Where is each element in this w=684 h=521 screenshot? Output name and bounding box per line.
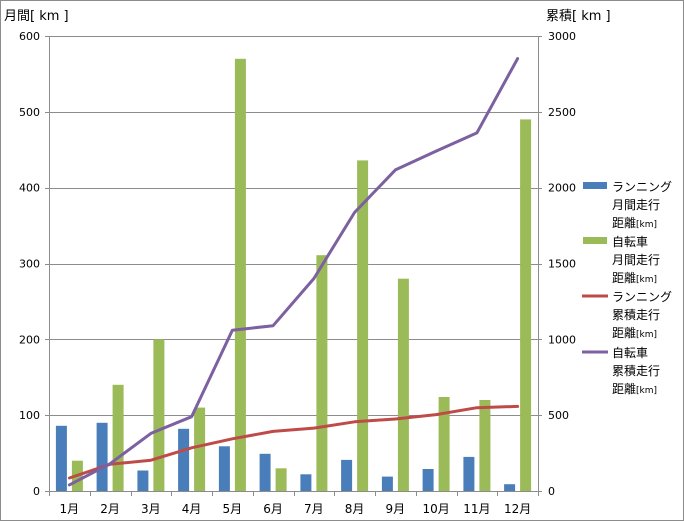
x-tick-label: 12月	[504, 502, 531, 516]
legend-label: 自転車	[612, 235, 648, 249]
right-tick-label: 3000	[548, 30, 576, 43]
bar	[153, 339, 165, 491]
right-tick-label: 1500	[548, 258, 576, 271]
bar	[218, 446, 230, 491]
left-tick-label: 0	[33, 485, 40, 498]
x-tick-label: 10月	[422, 502, 449, 516]
x-tick-label: 2月	[100, 502, 120, 516]
bar	[96, 422, 108, 492]
bar	[194, 407, 206, 491]
bar	[178, 428, 190, 491]
bar	[479, 400, 491, 491]
right-tick-label: 500	[548, 409, 569, 422]
left-tick-label: 600	[19, 30, 40, 43]
right-axis-ticks: 0 500 1000 1500 2000 2500 3000	[548, 30, 576, 498]
right-tick-label: 2000	[548, 182, 576, 195]
left-axis-ticks: 0 100 200 300 400 500 600	[19, 30, 40, 498]
bar	[381, 476, 393, 491]
x-tick-label: 9月	[386, 502, 406, 516]
left-tick-label: 100	[19, 409, 40, 422]
right-tick-label: 2500	[548, 106, 576, 119]
bar	[422, 469, 434, 491]
bar	[55, 425, 67, 491]
bar	[137, 470, 149, 491]
series-line	[67, 404, 520, 480]
legend-label: 自転車	[612, 346, 648, 360]
bar	[520, 119, 532, 492]
x-tick-label: 11月	[463, 502, 490, 516]
x-tick-label: 3月	[141, 502, 161, 516]
legend-label: 月間走行	[612, 253, 660, 267]
bar	[357, 160, 369, 491]
x-axis-ticks: 1月 2月 3月 4月 5月 6月 7月 8月 9月 10月 11月 12月	[60, 502, 532, 516]
legend-label: 距離[km]	[612, 271, 657, 285]
right-tick-label: 1000	[548, 333, 576, 346]
bar	[112, 384, 124, 491]
x-tick-label: 7月	[304, 502, 324, 516]
legend-label: 距離[km]	[612, 216, 657, 230]
right-axis-title: 累積[ km ]	[546, 9, 611, 24]
legend-bar-swatch	[583, 237, 607, 244]
bar	[397, 278, 409, 491]
bar	[300, 474, 312, 491]
bar	[504, 484, 516, 491]
bar	[275, 468, 287, 492]
bar	[234, 58, 246, 492]
bar	[463, 456, 475, 491]
left-tick-label: 200	[19, 333, 40, 346]
bars	[55, 58, 532, 492]
x-tick-label: 8月	[345, 502, 365, 516]
legend-label: 距離[km]	[612, 382, 657, 396]
legend-label: 累積走行	[612, 363, 660, 378]
legend-label: ランニング	[612, 180, 672, 194]
x-tick-label: 1月	[60, 502, 80, 516]
lines	[67, 57, 520, 487]
left-tick-label: 400	[19, 182, 40, 195]
legend-label: 月間走行	[612, 198, 660, 212]
axes	[45, 36, 542, 496]
bar	[341, 459, 353, 491]
legend-label: 累積走行	[612, 307, 660, 322]
legend-label: 距離[km]	[612, 326, 657, 340]
legend: ランニング月間走行距離[km]自転車月間走行距離[km]ランニング累積走行距離[…	[582, 180, 672, 396]
bar	[259, 453, 271, 491]
x-tick-label: 5月	[223, 502, 243, 516]
x-tick-label: 6月	[263, 502, 283, 516]
right-tick-label: 0	[548, 485, 555, 498]
left-tick-label: 300	[19, 258, 40, 271]
bar	[438, 397, 450, 491]
series-line	[67, 57, 520, 487]
left-tick-label: 500	[19, 106, 40, 119]
bar	[316, 255, 328, 491]
x-tick-label: 4月	[182, 502, 202, 516]
left-axis-title: 月間[ km ]	[4, 9, 69, 24]
legend-label: ランニング	[612, 290, 672, 304]
legend-bar-swatch	[583, 182, 607, 189]
